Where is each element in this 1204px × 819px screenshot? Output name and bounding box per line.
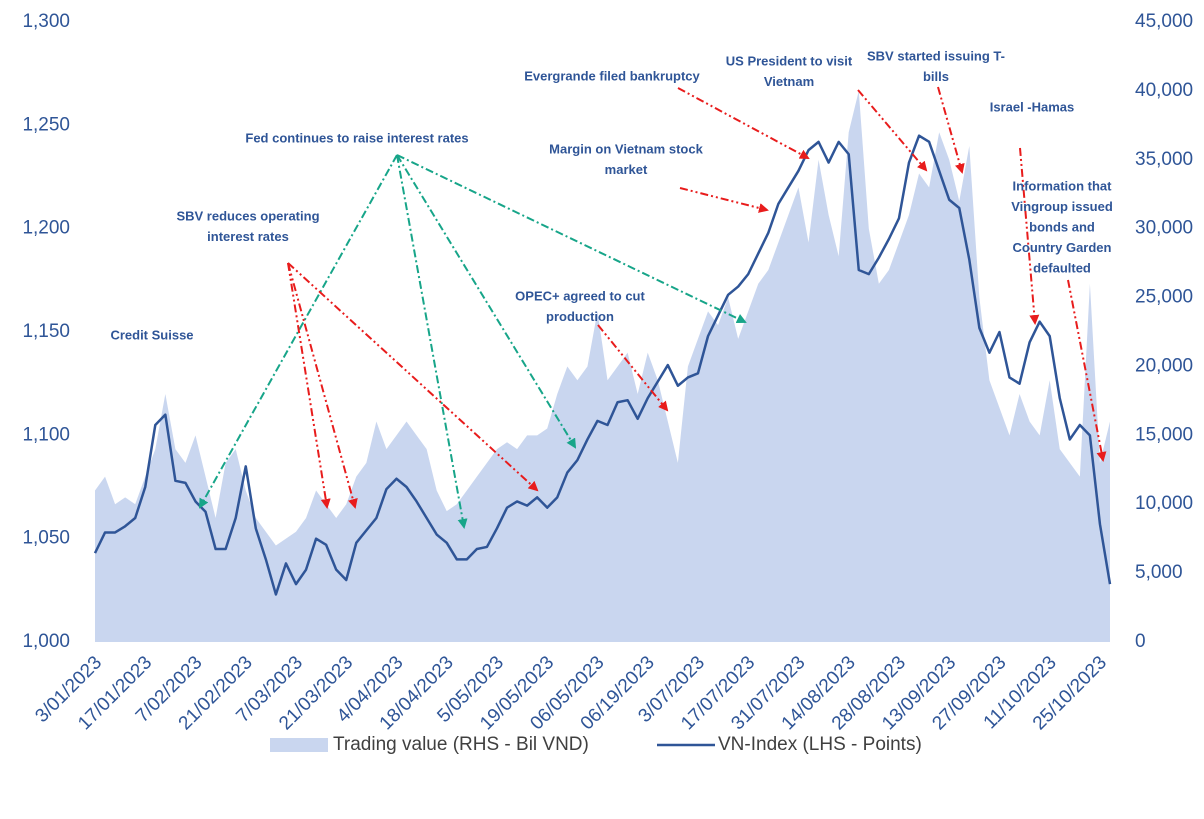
annotation: Margin on Vietnam stock	[549, 141, 703, 156]
arrows	[199, 86, 1107, 529]
annotation: Vietnam	[764, 74, 814, 89]
y2-tick-label: 40,000	[1135, 80, 1193, 101]
y-tick-label: 1,200	[22, 218, 70, 239]
arrow	[679, 187, 769, 213]
arrow	[1067, 279, 1107, 462]
arrow	[287, 262, 539, 492]
annotation: defaulted	[1033, 260, 1091, 275]
legend-label: VN-Index (LHS - Points)	[718, 734, 922, 755]
annotation: US President to visit	[726, 53, 853, 68]
y2-tick-label: 25,000	[1135, 287, 1193, 308]
annotation: OPEC+ agreed to cut	[515, 288, 645, 303]
y2-tick-label: 35,000	[1135, 149, 1193, 170]
arrow	[287, 262, 358, 509]
annotation: bills	[923, 69, 949, 84]
y-tick-label: 1,250	[22, 114, 70, 135]
annotation: SBV reduces operating	[176, 208, 319, 223]
annotation: SBV started issuing T-	[867, 48, 1005, 63]
annotations: Credit Suisse SBV reduces operating intere…	[110, 48, 1112, 342]
y2-tick-label: 45,000	[1135, 11, 1193, 32]
annotation: Country Garden	[1013, 240, 1112, 255]
y-tick-label: 1,050	[22, 528, 70, 549]
arrow	[287, 262, 331, 509]
annotation: Israel -Hamas	[990, 99, 1075, 114]
arrow	[857, 89, 928, 172]
arrow	[597, 324, 669, 412]
y-tick-label: 1,300	[22, 11, 70, 32]
arrow	[677, 87, 810, 159]
annotation: Information that	[1013, 178, 1113, 193]
annotation: production	[546, 309, 614, 324]
arrow	[199, 154, 398, 509]
arrow	[396, 154, 468, 529]
arrow	[1019, 147, 1040, 325]
y-tick-label: 1,100	[22, 424, 70, 445]
line	[93, 134, 1112, 596]
legend: Trading value (RHS - Bil VND) VN-Index (L…	[270, 734, 922, 755]
y2-tick-label: 0	[1135, 631, 1146, 652]
legend-swatch	[270, 738, 328, 752]
annotation: interest rates	[207, 229, 289, 244]
arrow	[396, 154, 747, 324]
area	[95, 90, 1110, 642]
y-tick-label: 1,000	[22, 631, 70, 652]
annotation: market	[605, 162, 648, 177]
y-tick-label: 1,150	[22, 321, 70, 342]
annotation: bonds and	[1029, 219, 1095, 234]
y2-tick-label: 20,000	[1135, 355, 1193, 376]
y2-tick-label: 5,000	[1135, 562, 1183, 583]
annotation: Vingroup issued	[1011, 199, 1113, 214]
plot-area: 1,000 1,050 1,100 1,150 1,200 1,250 1,300 0 5,00…	[22, 11, 1193, 734]
annotation: Evergrande filed bankruptcy	[524, 68, 700, 83]
legend-label: Trading value (RHS - Bil VND)	[333, 734, 589, 755]
annotation: Fed continues to raise interest rates	[245, 130, 468, 145]
y2-tick-label: 10,000	[1135, 493, 1193, 514]
y2-tick-label: 15,000	[1135, 424, 1193, 445]
y2-tick-label: 30,000	[1135, 218, 1193, 239]
annotation: Credit Suisse	[110, 327, 193, 342]
arrow	[937, 86, 965, 174]
arrow	[396, 154, 577, 449]
